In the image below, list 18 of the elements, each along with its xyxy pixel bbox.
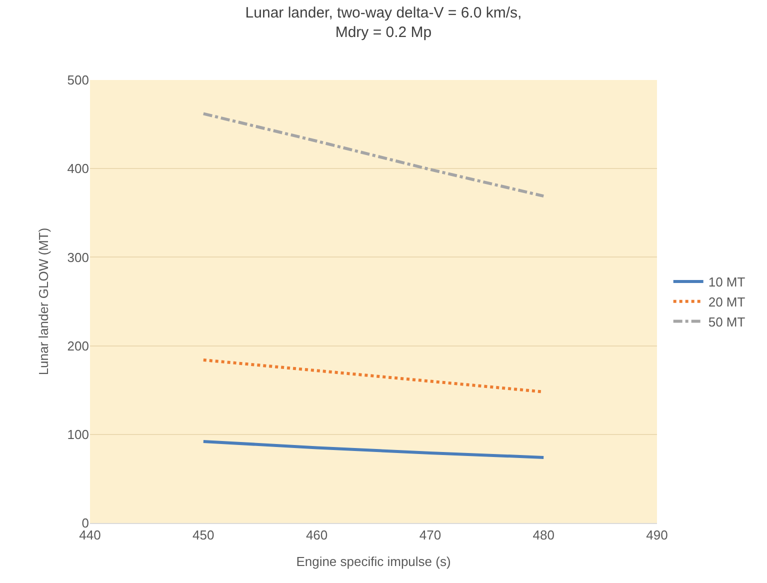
legend-label: 50 MT: [708, 314, 746, 330]
line-series: [202, 440, 546, 459]
x-tick-label: 450: [192, 528, 214, 543]
y-axis-title: Lunar lander GLOW (MT): [36, 228, 52, 376]
chart-title: Lunar lander, two-way delta-V = 6.0 km/s, Mdry = 0.2 Mp: [245, 4, 522, 41]
x-axis-title: Engine specific impulse (s): [296, 554, 451, 570]
line-series: [202, 112, 546, 198]
y-tick-label: 400: [67, 161, 89, 176]
x-tick-label: 480: [532, 528, 554, 543]
y-tick-label: 200: [67, 338, 89, 354]
x-tick-label: 470: [419, 528, 442, 543]
legend-label: 10 MT: [708, 274, 746, 290]
legend-label: 20 MT: [708, 294, 746, 310]
y-tick-label: 100: [67, 426, 89, 442]
y-tick-label: 300: [67, 250, 89, 265]
x-tick-label: 460: [306, 528, 328, 543]
y-tick-label: 500: [67, 72, 89, 88]
x-tick-label: 490: [646, 528, 668, 543]
